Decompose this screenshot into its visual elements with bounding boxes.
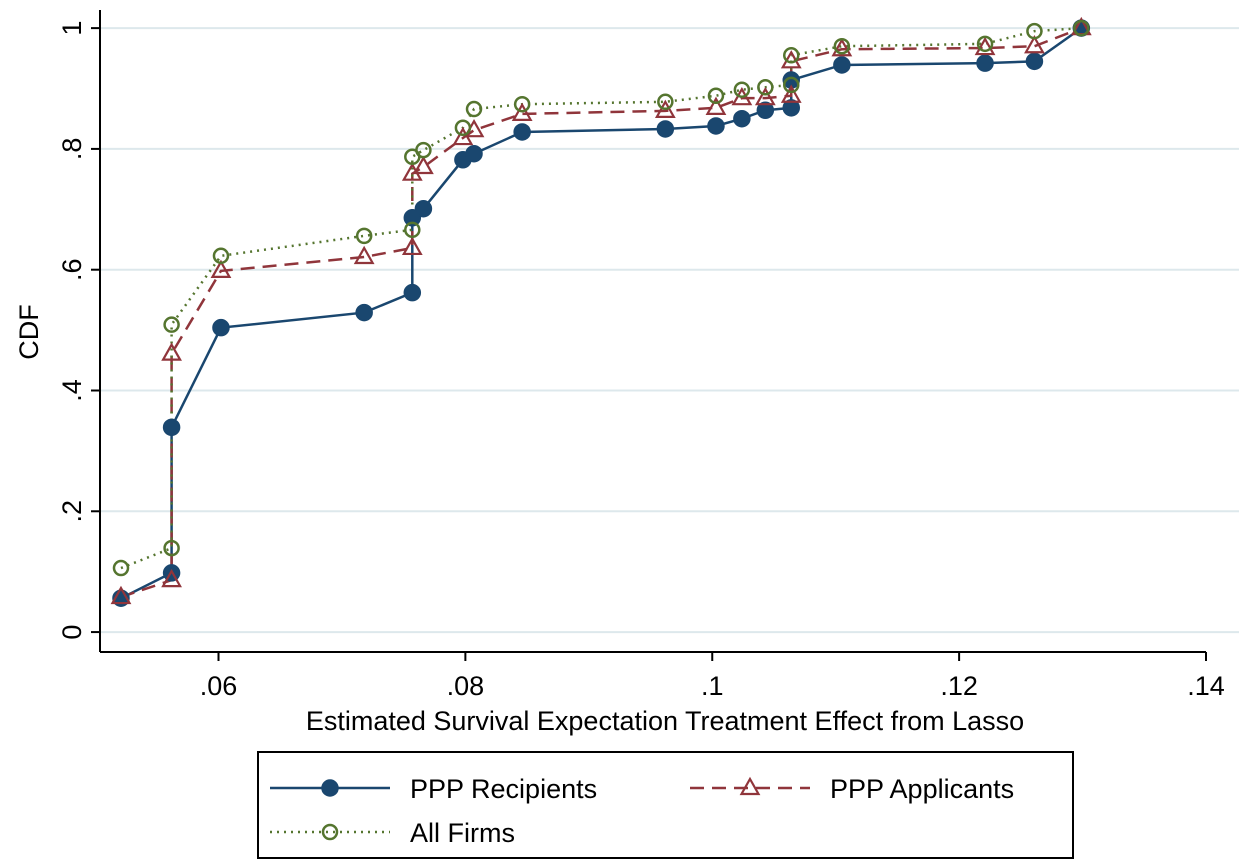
y-tick-label: .6: [57, 258, 87, 281]
data-point: [974, 36, 996, 56]
data-point: [754, 86, 776, 106]
data-point: [353, 245, 375, 265]
data-point: [756, 101, 775, 120]
y-tick-label: .2: [57, 500, 87, 523]
data-point: [513, 123, 531, 141]
data-point: [733, 81, 751, 98]
x-axis-title: Estimated Survival Expectation Treatment…: [306, 706, 1024, 736]
data-point: [656, 120, 675, 138]
data-point: [831, 38, 853, 57]
legend-box: [257, 751, 1074, 859]
data-point: [465, 144, 483, 163]
data-point: [212, 318, 230, 337]
data-point: [707, 87, 725, 105]
y-tick-label: 0: [57, 625, 87, 640]
data-point: [707, 117, 725, 135]
legend-label: PPP Recipients: [410, 774, 597, 804]
x-tick-label: .14: [1187, 671, 1225, 701]
data-point: [210, 259, 232, 279]
data-point: [511, 102, 533, 121]
data-point: [657, 93, 674, 111]
data-point: [1024, 35, 1045, 54]
data-point: [783, 76, 800, 94]
data-point: [833, 37, 851, 55]
legend-label: All Firms: [410, 818, 515, 848]
data-point: [112, 559, 130, 577]
y-tick-label: .4: [57, 379, 87, 402]
data-point: [976, 54, 994, 72]
data-point: [454, 119, 472, 137]
legend-marker: [321, 779, 339, 797]
x-tick-label: .06: [200, 671, 238, 701]
legend-marker: [321, 823, 339, 841]
data-point: [110, 585, 132, 605]
data-point: [733, 109, 751, 128]
data-point: [1026, 22, 1043, 40]
data-point: [833, 56, 851, 74]
x-tick-label: .1: [701, 671, 724, 701]
data-point: [355, 303, 373, 322]
data-point: [404, 221, 421, 239]
y-tick-label: 1: [57, 21, 87, 36]
data-point: [163, 316, 180, 333]
data-point: [161, 342, 182, 361]
data-point: [513, 95, 531, 113]
x-tick-label: .08: [447, 671, 485, 701]
data-point: [355, 227, 373, 245]
data-point: [654, 99, 676, 118]
legend-marker: [739, 776, 761, 796]
data-point: [783, 47, 800, 64]
data-point: [212, 247, 230, 265]
data-point: [161, 568, 182, 588]
data-point: [403, 283, 422, 302]
data-point: [414, 199, 433, 218]
data-point: [757, 79, 774, 96]
data-point: [705, 96, 727, 115]
series-line: [120, 26, 1082, 599]
data-point: [415, 141, 432, 159]
data-point: [401, 236, 423, 256]
data-point: [163, 539, 180, 557]
x-tick-label: .12: [940, 671, 978, 701]
legend-label: PPP Applicants: [830, 774, 1014, 804]
data-point: [782, 99, 800, 117]
data-point: [413, 155, 434, 175]
data-point: [976, 35, 994, 53]
data-point: [162, 418, 181, 437]
data-point: [1025, 52, 1044, 71]
data-point: [780, 84, 802, 103]
y-axis-title: CDF: [14, 304, 44, 360]
data-point: [465, 100, 483, 118]
data-point: [1073, 19, 1090, 37]
y-tick-label: .8: [57, 138, 87, 161]
